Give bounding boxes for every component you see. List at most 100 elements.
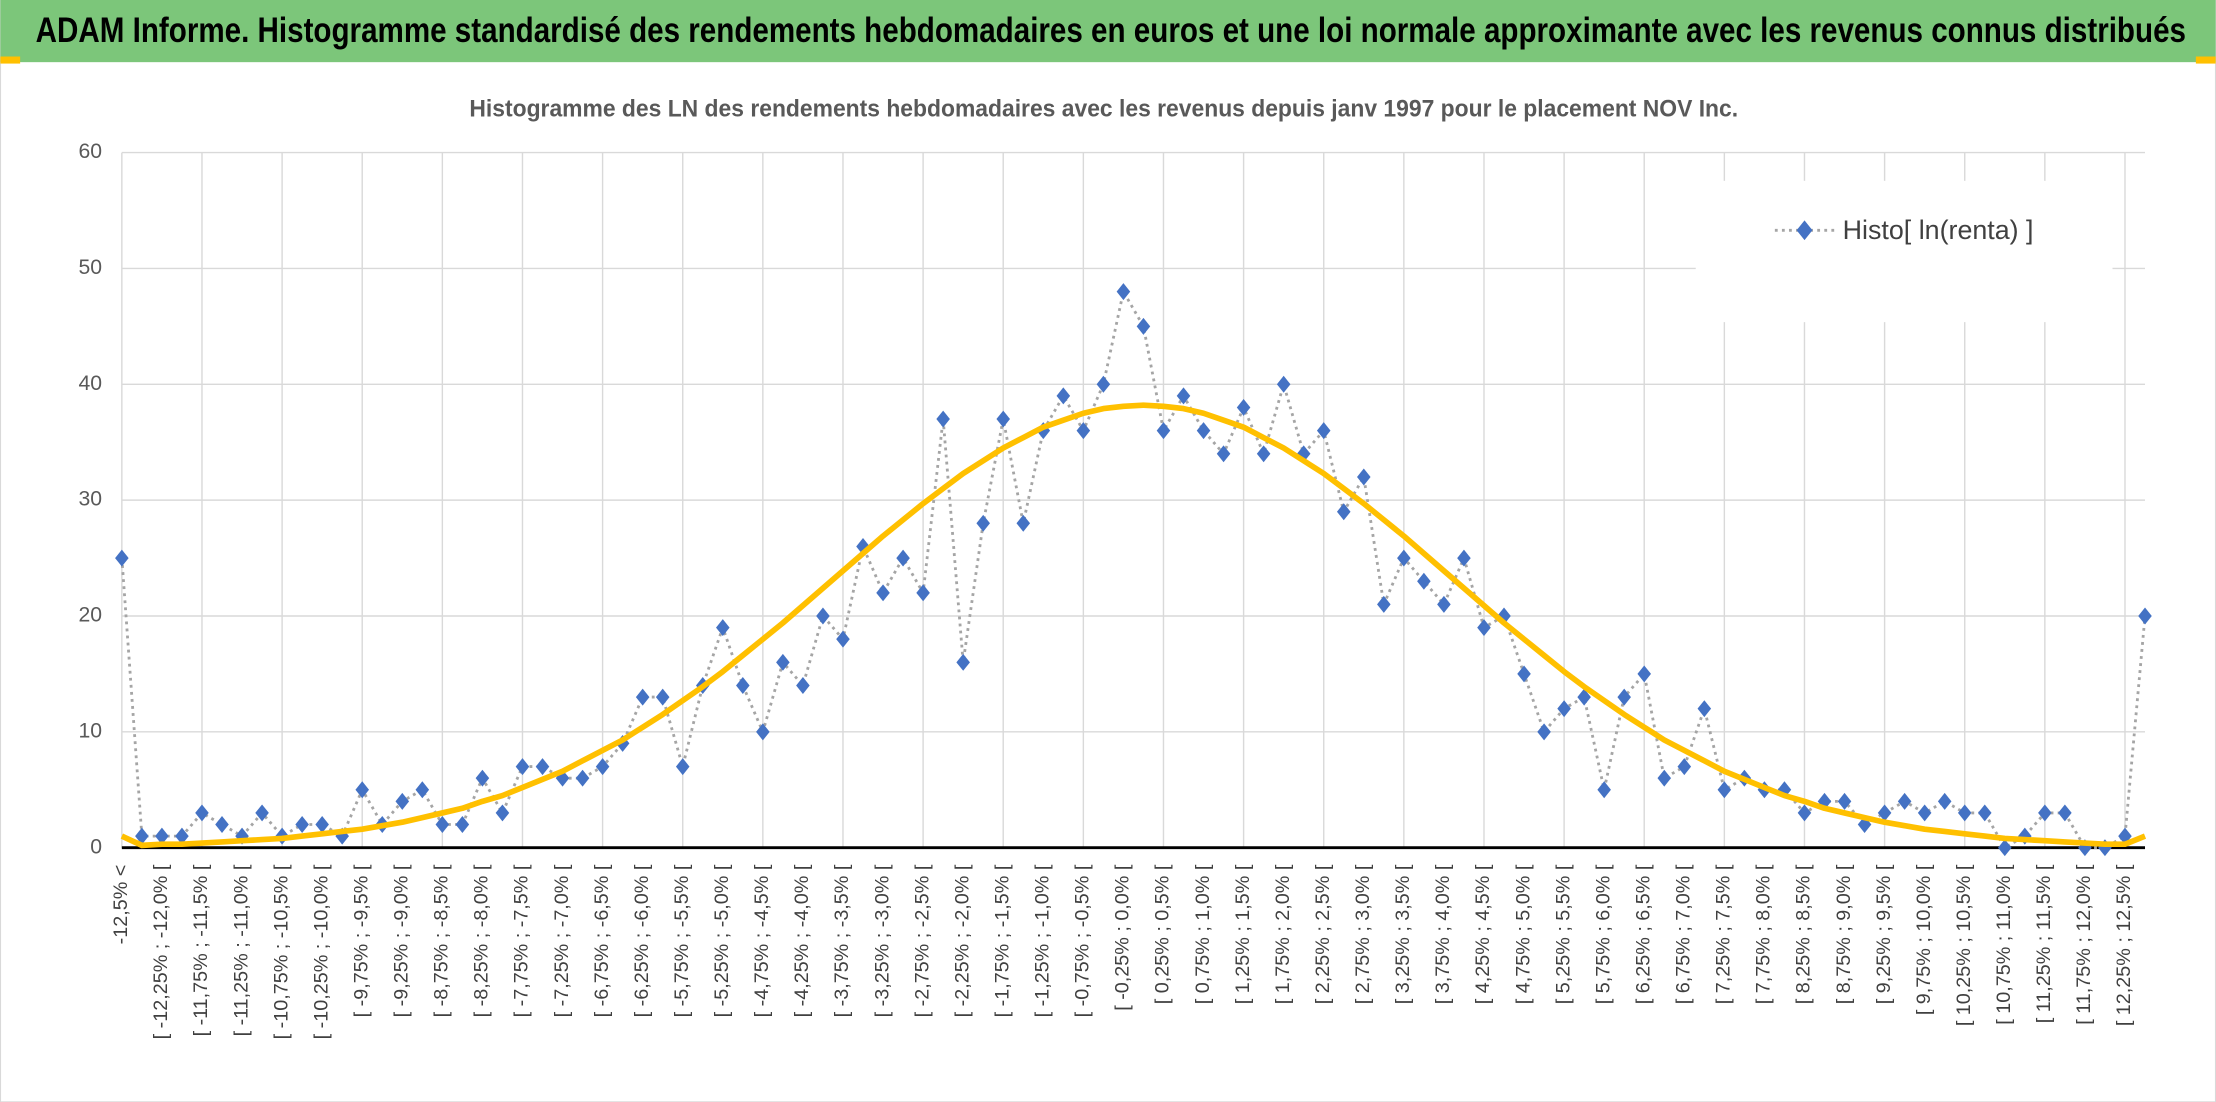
point	[1216, 445, 1231, 463]
point	[876, 584, 890, 602]
x-tick-label: [ 0,75% ; 1,0% [	[1192, 864, 1214, 1004]
point	[2038, 804, 2052, 822]
legend-label: Histo[ ln(renta) ]	[1843, 215, 2034, 245]
x-tick-label: [ -5,75% ; -5,5% [	[671, 864, 693, 1017]
x-tick-label: [ -4,75% ; -4,5% [	[751, 864, 773, 1017]
point	[1877, 804, 1892, 822]
x-tick-label: [ 10,25% ; 10,5% [	[1953, 864, 1975, 1026]
point	[175, 827, 189, 845]
point	[1316, 422, 1331, 440]
point	[1797, 804, 1812, 822]
x-tick-label: [ 2,25% ; 2,5% [	[1312, 864, 1334, 1004]
point	[635, 688, 650, 706]
x-tick-label: [ 10,75% ; 11,0% [	[1993, 864, 2015, 1025]
point	[1477, 619, 1491, 637]
point	[1136, 317, 1151, 335]
x-tick-label: [ -8,25% ; -8,0% [	[471, 864, 493, 1017]
x-tick-label: [ 3,75% ; 4,0% [	[1432, 864, 1454, 1004]
x-tick-label: [ 6,25% ; 6,5% [	[1632, 864, 1654, 1004]
point	[1056, 387, 1071, 405]
point	[315, 816, 329, 833]
x-tick-label: [ -0,25% ; 0,0% [	[1112, 864, 1134, 1011]
legend-box	[1695, 180, 2113, 323]
x-tick-label: [ 3,25% ; 3,5% [	[1392, 864, 1414, 1004]
point	[135, 827, 149, 845]
point	[115, 549, 129, 567]
point	[655, 688, 670, 706]
point	[535, 758, 550, 776]
x-tick-label: [ 4,75% ; 5,0% [	[1512, 864, 1534, 1004]
x-tick-label: [ -1,75% ; -1,5% [	[991, 864, 1013, 1017]
chart-title: Histogramme des LN des rendements hebdom…	[469, 96, 1738, 123]
x-tick-label: [ 5,25% ; 5,5% [	[1552, 864, 1574, 1004]
x-tick-label: [ 7,75% ; 8,0% [	[1753, 864, 1775, 1004]
point	[1076, 422, 1091, 440]
x-tick-label: [ -3,25% ; -3,0% [	[871, 864, 893, 1017]
point	[1156, 422, 1171, 440]
point	[1957, 804, 1972, 822]
point	[1998, 839, 2012, 857]
x-tick-label: [ -5,25% ; -5,0% [	[711, 864, 733, 1017]
plot	[115, 283, 2152, 857]
point	[976, 514, 990, 532]
point	[195, 804, 209, 822]
point	[295, 816, 309, 833]
y-tick-label: 10	[78, 719, 102, 742]
x-tick-label: [ 4,25% ; 4,5% [	[1472, 864, 1494, 1004]
point	[1397, 549, 1411, 567]
point	[435, 816, 450, 833]
x-tick-label: [ -12,25% ; -12,0% [	[150, 864, 172, 1039]
point	[1196, 422, 1211, 440]
x-tick-label: [ -7,75% ; -7,5% [	[511, 864, 533, 1017]
x-tick-label: [ -6,25% ; -6,0% [	[631, 864, 653, 1017]
x-tick-label: [ 12,25% ; 12,5% [	[2113, 864, 2135, 1026]
x-tick-label: -12,5% <	[110, 865, 132, 945]
normal-curve	[120, 402, 2147, 849]
x-tick-label: [ -11,75% ; -11,5% [	[190, 864, 212, 1036]
x-tick-label: [ -3,75% ; -3,5% [	[831, 864, 853, 1017]
x-tick-label: [ 8,25% ; 8,5% [	[1793, 864, 1815, 1004]
x-tick-label: [ -9,25% ; -9,0% [	[391, 864, 413, 1017]
point	[1236, 398, 1251, 416]
point	[1597, 781, 1611, 799]
x-tick-label: [ -7,25% ; -7,0% [	[551, 864, 573, 1017]
point	[1537, 723, 1551, 741]
y-tick-label: 20	[78, 604, 102, 627]
point	[1637, 665, 1652, 683]
corner	[0, 56, 21, 64]
point	[1557, 700, 1571, 718]
point	[415, 781, 430, 799]
legend-marker	[1796, 220, 1813, 241]
point	[1937, 792, 1952, 810]
point	[1417, 572, 1431, 590]
point	[836, 630, 850, 648]
point	[595, 758, 610, 776]
point	[776, 653, 790, 671]
point	[675, 758, 690, 776]
point	[1657, 769, 1672, 787]
point	[716, 619, 730, 637]
legend: Histo[ ln(renta) ]	[1695, 180, 2113, 323]
point	[1377, 595, 1391, 613]
point	[395, 792, 410, 810]
corner	[2195, 56, 2216, 64]
x-tick-label: [ 5,75% ; 6,0% [	[1592, 864, 1614, 1004]
header-title: ADAM Informe. Histogramme standardisé de…	[36, 11, 2186, 50]
x-tick-label: [ -6,75% ; -6,5% [	[591, 864, 613, 1017]
point	[1096, 375, 1111, 393]
x-tick-label: [ -8,75% ; -8,5% [	[431, 864, 453, 1017]
x-tick-label: [ 9,75% ; 10,0% [	[1913, 864, 1935, 1015]
x-tick-label: [ 9,25% ; 9,5% [	[1873, 864, 1895, 1004]
point	[756, 723, 770, 741]
x-tick-label: [ -2,25% ; -2,0% [	[951, 864, 973, 1017]
point	[1457, 549, 1471, 567]
header-band	[0, 0, 2216, 63]
y-tick-label: 50	[78, 256, 102, 279]
x-tick-label: [ -10,25% ; -10,0% [	[310, 864, 332, 1039]
grid: 0 10 20 30 40 50 60 -12,5% < [ -12,25% ; -12,0% …	[78, 140, 2146, 1039]
point	[495, 804, 510, 822]
point	[155, 827, 169, 845]
point	[1116, 283, 1131, 301]
x-tick-label: [ 0,25% ; 0,5% [	[1152, 864, 1174, 1004]
